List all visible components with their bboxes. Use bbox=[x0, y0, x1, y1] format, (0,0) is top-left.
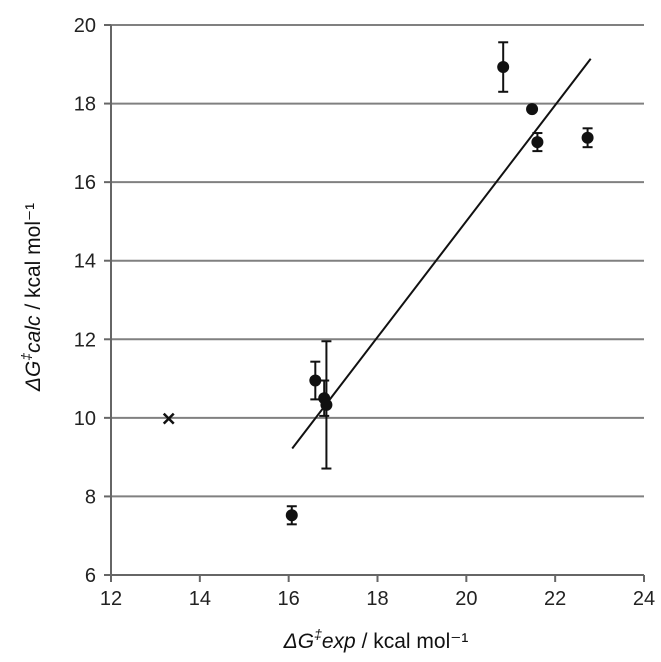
cross-stroke-b bbox=[162, 412, 175, 425]
x-tick-label-24: 24 bbox=[633, 588, 655, 610]
trendline-group bbox=[291, 58, 592, 450]
y-tick-label-14: 14 bbox=[74, 251, 96, 273]
gridlines bbox=[111, 24, 644, 498]
x-tick-label-12: 12 bbox=[100, 588, 122, 610]
y-tick-label-16: 16 bbox=[74, 172, 96, 194]
y-tick-label-8: 8 bbox=[85, 486, 96, 508]
data-point-0-7 bbox=[581, 131, 594, 144]
trendline bbox=[291, 58, 592, 450]
data-point-0-4 bbox=[497, 61, 510, 74]
y-axis-title: ΔG‡calc / kcal mol⁻¹ bbox=[18, 203, 45, 392]
data-point-0-6 bbox=[531, 136, 544, 149]
y-tick-label-18: 18 bbox=[74, 94, 96, 116]
data-point-0-1 bbox=[309, 374, 322, 387]
x-axis-title: ΔG‡exp / kcal mol⁻¹ bbox=[283, 626, 469, 653]
data-point-0-5 bbox=[526, 103, 539, 116]
x-tick-label-22: 22 bbox=[544, 588, 566, 610]
x-tick-label-18: 18 bbox=[366, 588, 388, 610]
axes bbox=[104, 24, 645, 582]
cross-marker-1-0 bbox=[162, 412, 175, 425]
y-tick-label-10: 10 bbox=[74, 408, 96, 430]
data-point-0-3 bbox=[320, 398, 333, 411]
data-point-0-0 bbox=[285, 509, 298, 522]
y-tick-label-12: 12 bbox=[74, 329, 96, 351]
data-points bbox=[162, 41, 594, 526]
x-tick-label-16: 16 bbox=[278, 588, 300, 610]
y-tick-label-20: 20 bbox=[74, 15, 96, 37]
y-tick-labels: 6 8 10 12 14 16 18 20 bbox=[74, 15, 96, 587]
x-tick-label-20: 20 bbox=[455, 588, 477, 610]
x-tick-labels: 12 14 16 18 20 22 24 bbox=[100, 588, 655, 610]
y-tick-label-6: 6 bbox=[85, 565, 96, 587]
x-tick-label-14: 14 bbox=[189, 588, 211, 610]
